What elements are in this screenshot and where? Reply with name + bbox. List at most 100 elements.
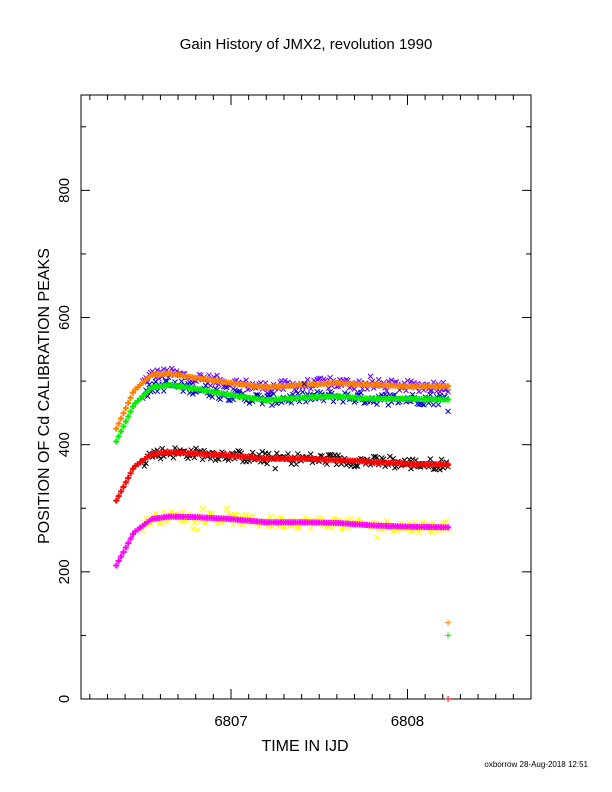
fit-point: [122, 479, 129, 486]
scatter-point: [383, 518, 390, 525]
scatter-point: [202, 520, 209, 527]
scatter-point: [367, 373, 374, 380]
scatter-point: [199, 456, 206, 463]
scatter-point: [154, 388, 161, 395]
scatter-point: [249, 449, 256, 456]
scatter-point: [259, 448, 266, 455]
footer-stamp: oxborrow 28-Aug-2018 12:51: [484, 760, 588, 769]
scatter-point: [217, 396, 224, 403]
scatter-point: [231, 511, 238, 518]
fit-point: [118, 415, 125, 422]
scatter-point: [264, 460, 270, 467]
scatter-point: [307, 525, 314, 531]
scatter-point: [330, 398, 337, 405]
scatter-point: [357, 389, 364, 396]
extra-point: [445, 632, 452, 639]
fit-point: [118, 553, 125, 560]
scatter-point: [443, 518, 450, 525]
fit-point: [115, 433, 122, 440]
scatter-point: [361, 400, 367, 406]
extra-point: [445, 696, 452, 702]
fit-point: [127, 535, 134, 542]
scatter-point: [223, 384, 230, 391]
scatter-point: [160, 509, 167, 515]
scatter-point: [419, 401, 426, 408]
x-axis-label: TIME IN IJD: [261, 738, 349, 755]
scatter-point: [209, 394, 216, 400]
scatter-point: [430, 401, 437, 408]
scatter-point: [214, 520, 220, 527]
scatter-point: [280, 524, 287, 531]
scatter-point: [246, 400, 253, 407]
scatter-point: [265, 450, 272, 457]
extra-point: [445, 619, 452, 626]
scatter-point: [420, 401, 427, 408]
fit-point: [118, 428, 125, 435]
fit-point: [120, 549, 127, 556]
fit-point: [127, 408, 134, 415]
scatter-point: [160, 388, 167, 394]
fit-point: [445, 396, 452, 403]
scatter-point: [294, 451, 301, 457]
fit-point: [445, 461, 452, 468]
scatter-point: [178, 519, 185, 526]
scatter-point: [202, 382, 209, 389]
fit-point: [125, 540, 132, 547]
fit-point: [115, 558, 122, 565]
fit-point: [113, 497, 120, 504]
fit-point: [118, 488, 125, 495]
fit-point: [127, 394, 134, 401]
scatter-point: [168, 365, 175, 372]
fit-point: [130, 389, 137, 396]
scatter-point: [356, 515, 363, 522]
scatter-point: [157, 455, 164, 462]
scatter-point: [186, 389, 193, 396]
fit-point: [122, 405, 129, 412]
fit-point: [113, 562, 120, 569]
scatter-point: [282, 377, 288, 384]
scatter-point: [189, 526, 196, 532]
fit-point: [115, 420, 122, 427]
scatter-point: [265, 392, 272, 399]
fit-point: [113, 425, 120, 432]
scatter-point: [429, 529, 435, 535]
scatter-point: [272, 465, 279, 472]
scatter-point: [317, 375, 324, 382]
scatter-point: [388, 377, 395, 383]
scatter-point: [296, 524, 303, 531]
plot-frame: [80, 94, 532, 700]
scatter-point: [194, 527, 201, 533]
scatter-point: [301, 381, 308, 387]
scatter-point: [304, 376, 311, 383]
fit-point: [125, 474, 132, 481]
scatter-point: [374, 534, 380, 541]
scatter-point: [438, 456, 445, 463]
y-tick-label: 600: [56, 305, 73, 330]
scatter-point: [180, 509, 187, 515]
scatter-point: [354, 463, 361, 469]
scatter-point: [372, 453, 379, 460]
scatter-point: [315, 375, 322, 382]
scatter-point: [416, 529, 422, 536]
scatter-point: [374, 401, 380, 408]
scatter-point: [416, 388, 422, 395]
scatter-point: [408, 465, 414, 472]
y-tick-label: 400: [56, 432, 73, 457]
scatter-point: [189, 391, 196, 397]
fit-point: [120, 483, 127, 490]
fit-point: [120, 423, 127, 430]
fit-point: [120, 410, 127, 417]
scatter-point: [328, 525, 335, 532]
scatter-point: [207, 382, 214, 389]
scatter-point: [383, 387, 390, 394]
scatter-point: [299, 389, 306, 395]
scatter-point: [307, 451, 314, 458]
fit-point: [113, 438, 120, 445]
scatter-point: [230, 521, 237, 528]
scatter-point: [445, 408, 451, 415]
scatter-point: [408, 378, 414, 385]
scatter-point: [387, 453, 393, 460]
scatter-point: [293, 461, 300, 468]
scatter-point: [170, 454, 177, 461]
